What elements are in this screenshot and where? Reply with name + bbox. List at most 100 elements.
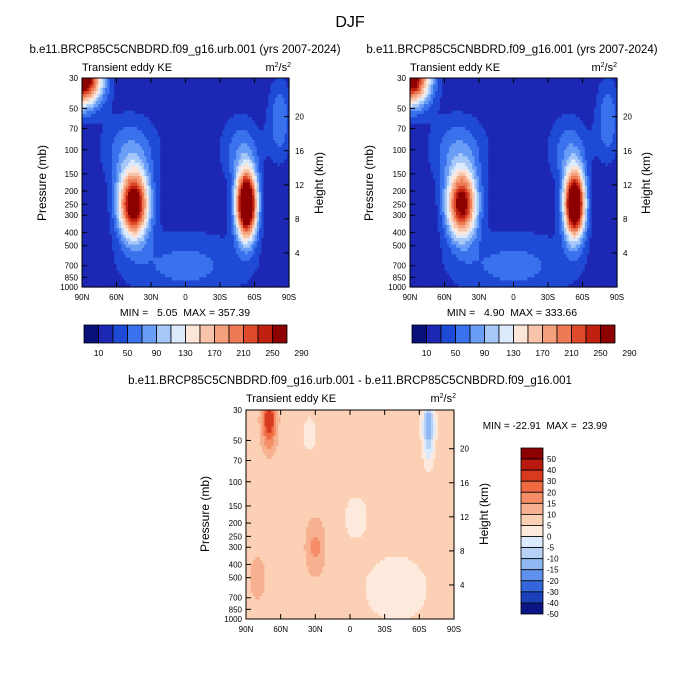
- field-cell: [134, 254, 138, 259]
- field-cell: [111, 192, 115, 197]
- field-cell: [208, 244, 212, 249]
- field-cell: [238, 224, 242, 229]
- field-cell: [282, 172, 285, 177]
- field-cell: [282, 221, 285, 226]
- field-cell: [215, 179, 219, 184]
- field-cell: [169, 159, 173, 164]
- field-cell: [114, 192, 118, 197]
- field-cell: [185, 228, 189, 233]
- field-cell: [114, 172, 118, 177]
- field-cell: [263, 130, 267, 135]
- field-cell: [114, 205, 118, 210]
- field-cell: [118, 208, 122, 213]
- field-cell: [275, 110, 279, 115]
- field-cell: [137, 185, 141, 190]
- field-cell: [252, 244, 256, 249]
- field-cell: [123, 110, 127, 115]
- field-cell: [155, 234, 159, 239]
- field-cell: [160, 224, 164, 229]
- field-cell: [224, 208, 228, 213]
- field-cell: [286, 247, 290, 252]
- field-cell: [137, 153, 141, 157]
- field-cell: [155, 231, 159, 236]
- field-cell: [134, 153, 138, 157]
- field-cell: [215, 228, 219, 233]
- field-cell: [208, 97, 212, 102]
- field-cell: [151, 84, 154, 89]
- field-cell: [171, 228, 175, 233]
- field-cell: [266, 179, 269, 184]
- field-cell: [111, 91, 115, 95]
- field-cell: [270, 94, 274, 99]
- field-cell: [100, 84, 104, 89]
- field-cell: [263, 97, 267, 102]
- field-cell: [109, 208, 113, 213]
- field-cell: [82, 192, 85, 197]
- field-cell: [272, 192, 276, 197]
- field-cell: [231, 162, 235, 167]
- field-cell: [240, 189, 244, 193]
- field-cell: [213, 136, 216, 141]
- field-cell: [194, 110, 198, 115]
- field-cell: [226, 149, 230, 154]
- field-cell: [100, 221, 104, 226]
- field-cell: [233, 247, 237, 252]
- field-cell: [245, 166, 249, 171]
- field-cell: [157, 221, 161, 226]
- field-cell: [222, 244, 226, 249]
- field-cell: [151, 202, 154, 206]
- field-cell: [121, 205, 124, 210]
- field-cell: [279, 159, 283, 164]
- field-cell: [268, 179, 272, 184]
- field-cell: [178, 110, 182, 115]
- field-cell: [98, 172, 101, 177]
- field-cell: [233, 162, 237, 167]
- field-cell: [109, 100, 113, 105]
- field-cell: [185, 175, 189, 180]
- field-cell: [134, 218, 138, 223]
- field-cell: [134, 185, 138, 190]
- field-cell: [183, 241, 187, 246]
- field-cell: [213, 247, 216, 252]
- field-cell: [226, 120, 230, 125]
- field-cell: [187, 218, 191, 223]
- field-cell: [247, 238, 251, 242]
- field-cell: [183, 218, 187, 223]
- field-cell: [114, 97, 118, 102]
- field-cell: [238, 228, 242, 233]
- field-cell: [114, 231, 118, 236]
- field-cell: [185, 156, 189, 161]
- field-cell: [277, 91, 281, 95]
- field-cell: [249, 136, 253, 141]
- field-cell: [139, 100, 143, 105]
- field-cell: [107, 247, 111, 252]
- field-cell: [263, 198, 267, 203]
- field-cell: [100, 136, 104, 141]
- field-cell: [121, 257, 124, 262]
- field-cell: [245, 130, 249, 135]
- field-cell: [226, 140, 230, 144]
- field-cell: [153, 224, 157, 229]
- field-cell: [254, 231, 258, 236]
- field-cell: [226, 110, 230, 115]
- field-cell: [243, 179, 246, 184]
- field-cell: [160, 185, 164, 190]
- field-cell: [160, 247, 164, 252]
- field-cell: [146, 84, 150, 89]
- field-cell: [249, 169, 253, 174]
- field-cell: [243, 110, 246, 115]
- field-cell: [229, 162, 233, 167]
- field-cell: [100, 100, 104, 105]
- field-cell: [167, 126, 170, 131]
- field-cell: [148, 107, 152, 112]
- field-cell: [88, 179, 92, 184]
- field-cell: [118, 172, 122, 177]
- field-cell: [111, 185, 115, 190]
- field-cell: [275, 218, 279, 223]
- field-cell: [243, 234, 246, 239]
- field-cell: [229, 94, 233, 99]
- field-cell: [238, 254, 242, 259]
- field-cell: [105, 251, 108, 255]
- field-cell: [105, 140, 108, 144]
- field-cell: [192, 100, 196, 105]
